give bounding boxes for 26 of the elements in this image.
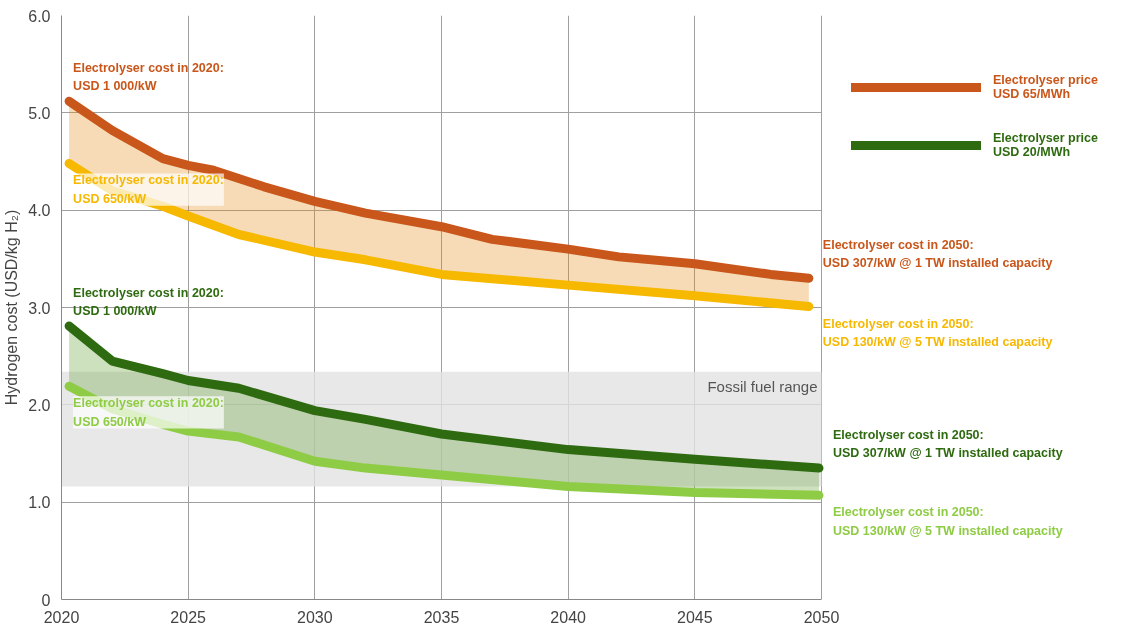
annotation: Electrolyser cost in 2020: USD 1 000/kW [73, 285, 224, 318]
annotation: Electrolyser cost in 2020: USD 650/kW [73, 396, 224, 429]
y-tick-label: 5.0 [28, 104, 51, 122]
x-tick-label: 2045 [677, 608, 713, 626]
y-tick-label: 4.0 [28, 202, 51, 220]
x-tick-label: 2040 [550, 608, 587, 626]
x-tick-label: 2035 [423, 608, 460, 626]
y-axis-title: Hydrogen cost (USD/kg H₂) [3, 209, 21, 406]
annotation: Electrolyser cost in 2020: USD 650/kW [73, 173, 224, 206]
x-tick-label: 2025 [170, 608, 207, 626]
annotation: Electrolyser cost in 2050: USD 130/kW @ 5 TW installed capacity [822, 316, 1053, 349]
x-tick-label: 2020 [43, 608, 80, 626]
y-tick-label: 2.0 [28, 396, 51, 414]
text: Electrolyser price USD 20/MWh [993, 131, 1098, 159]
y-tick-label: 1.0 [28, 494, 51, 512]
annotation: Electrolyser cost in 2050: USD 130/kW @ 5 TW installed capacity [832, 505, 1063, 538]
annotation: Electrolyser cost in 2050: USD 307/kW @ 1 TW installed capacity [832, 427, 1063, 461]
y-tick-label: 6.0 [28, 7, 51, 25]
band-label: Fossil fuel range [707, 377, 818, 395]
x-tick-label: 2030 [297, 608, 333, 626]
text: Electrolyser price USD 65/MWh [993, 73, 1098, 101]
y-tick-label: 3.0 [28, 299, 51, 317]
x-tick-label: 2050 [803, 608, 840, 626]
annotation: Electrolyser cost in 2020: USD 1 000/kW [73, 60, 224, 94]
y-tick-label: 0 [41, 591, 51, 609]
annotation: Electrolyser cost in 2050: USD 307/kW @ 1 TW installed capacity [822, 238, 1053, 271]
